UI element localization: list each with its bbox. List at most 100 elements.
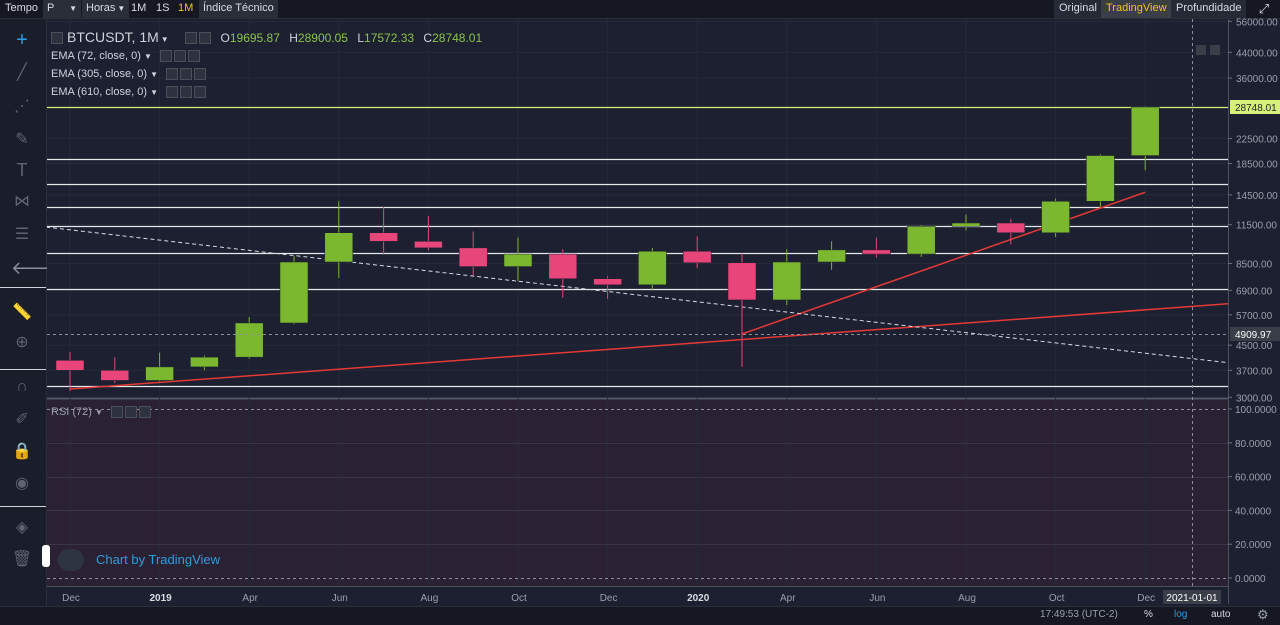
fib-icon[interactable]: ⋰ — [14, 98, 30, 115]
fullscreen-icon[interactable]: ⤢ — [1258, 1, 1270, 16]
candle[interactable] — [458, 231, 488, 276]
candle[interactable] — [324, 201, 354, 278]
candle[interactable] — [234, 317, 264, 359]
scroll-handle[interactable] — [42, 545, 50, 567]
collapse-icon[interactable] — [51, 32, 63, 45]
prediction-icon[interactable]: ☰ — [14, 226, 30, 243]
trendline-icon[interactable]: ╱ — [17, 64, 27, 81]
settings-icon[interactable] — [165, 68, 178, 81]
tempo-label: Tempo — [5, 2, 39, 14]
candle[interactable] — [727, 253, 757, 367]
pattern-icon[interactable]: ⋈ — [14, 193, 30, 210]
ema-legend-72[interactable]: EMA (72, close, 0) ▼ — [51, 50, 200, 63]
crosshair-icon[interactable]: + — [16, 29, 28, 51]
close-icon[interactable] — [187, 50, 200, 63]
close-icon[interactable] — [193, 86, 206, 99]
interval-1m-active-button[interactable]: 1M — [178, 2, 194, 14]
interval-1s-button[interactable]: 1S — [156, 2, 170, 14]
candle[interactable] — [1086, 154, 1115, 207]
depth-view-button[interactable]: Profundidade — [1171, 0, 1247, 18]
trash-icon[interactable]: 🗑 — [11, 551, 33, 568]
price-tick-label: 22500.00 — [1236, 134, 1278, 145]
auto-toggle[interactable]: auto — [1211, 609, 1231, 620]
price-tick-label: 18500.00 — [1236, 160, 1278, 171]
price-tick-label: 36000.00 — [1236, 74, 1278, 85]
lock-icon[interactable]: 🔒 — [12, 443, 32, 460]
text-icon[interactable]: T — [16, 160, 28, 180]
rsi-tick-label: 0.0000 — [1235, 574, 1266, 585]
layers-icon[interactable]: ◈ — [15, 519, 29, 536]
tradingview-view-button[interactable]: TradingView — [1101, 0, 1172, 18]
eye-icon[interactable]: ◉ — [15, 475, 29, 492]
trendline[interactable] — [741, 191, 1146, 335]
pane-maximize-icon[interactable] — [1196, 45, 1206, 55]
candle[interactable] — [951, 214, 981, 231]
time-tick-label: 2020 — [687, 593, 710, 604]
settings-icon[interactable] — [110, 406, 123, 419]
candle[interactable] — [593, 276, 622, 299]
symbol-label[interactable]: BTCUSDT, 1M — [67, 29, 159, 45]
close-icon[interactable] — [193, 68, 206, 81]
chevron-down-icon: ▼ — [117, 4, 126, 13]
log-toggle[interactable]: log — [1174, 609, 1188, 620]
hide-icon[interactable] — [179, 68, 192, 81]
candle[interactable] — [638, 247, 667, 291]
hide-icon[interactable] — [124, 406, 137, 419]
rsi-axis[interactable]: 100.0000 80.0000 60.0000 40.0000 20.0000 0.00… — [1228, 405, 1277, 585]
candle[interactable] — [817, 241, 846, 270]
magnet-icon[interactable]: ∩ — [16, 378, 28, 395]
original-view-button[interactable]: Original — [1054, 0, 1102, 18]
candle[interactable] — [906, 225, 936, 257]
hide-icon[interactable] — [179, 86, 192, 99]
indicators-button[interactable]: Índice Técnico — [199, 0, 278, 18]
candle-body — [458, 247, 488, 267]
close-icon[interactable] — [138, 406, 151, 419]
settings-icon[interactable] — [184, 32, 197, 45]
cursor-date-badge — [1163, 590, 1221, 604]
candle[interactable] — [682, 236, 712, 269]
candle-body — [503, 253, 533, 267]
price-axis[interactable]: 56000.00 44000.00 36000.00 28748.01 22500.00… — [1228, 17, 1280, 404]
chevron-down-icon[interactable]: ▼ — [160, 35, 169, 44]
pane-restore-icon[interactable] — [1210, 45, 1220, 55]
candle[interactable] — [1041, 198, 1070, 237]
candle[interactable] — [279, 256, 309, 325]
ema-legend-610[interactable]: EMA (610, close, 0) ▼ — [51, 86, 206, 99]
candle-body — [324, 232, 354, 263]
candle[interactable] — [1130, 106, 1160, 171]
pencil-lock-icon[interactable]: ✐ — [15, 411, 29, 428]
candle[interactable] — [862, 237, 891, 258]
candle[interactable] — [55, 351, 85, 392]
dashed-trendline[interactable] — [25, 225, 1279, 369]
candle[interactable] — [548, 249, 578, 298]
settings-icon[interactable] — [159, 50, 172, 63]
price-tick-label: 4500.00 — [1236, 341, 1273, 352]
rsi-legend[interactable]: RSI (72) ▼ — [51, 406, 151, 419]
candle[interactable] — [190, 355, 219, 371]
trendline[interactable] — [69, 300, 1280, 390]
brush-icon[interactable]: ✎ — [15, 131, 29, 148]
zoom-icon[interactable]: ⊕ — [15, 334, 29, 351]
candle-body — [414, 241, 443, 249]
candle[interactable] — [772, 249, 802, 306]
candle[interactable] — [145, 352, 174, 382]
candle[interactable] — [996, 218, 1026, 245]
candle-body — [145, 366, 174, 381]
candle[interactable] — [503, 237, 533, 282]
interval-1m-button[interactable]: 1M — [131, 2, 147, 14]
candle[interactable] — [369, 206, 398, 255]
candle[interactable] — [414, 216, 443, 251]
gear-icon[interactable]: ⚙ — [1257, 607, 1269, 622]
timezone-select[interactable]: P ▼ — [43, 0, 81, 18]
ema-legend-305[interactable]: EMA (305, close, 0) ▼ — [51, 68, 206, 81]
horas-dropdown[interactable]: Horas ▼ — [82, 0, 130, 18]
settings-icon[interactable] — [165, 86, 178, 99]
candle[interactable] — [100, 357, 130, 384]
time-tick-label: Dec — [1137, 593, 1155, 604]
hide-icon[interactable] — [173, 50, 186, 63]
hide-icon[interactable] — [198, 32, 211, 45]
percent-toggle[interactable]: % — [1144, 609, 1153, 620]
ruler-icon[interactable]: 📏 — [12, 304, 32, 321]
time-axis[interactable]: Dec 2019 Apr Jun Aug Oct Dec 2020 Apr Jun Aug Oct De… — [62, 590, 1221, 604]
